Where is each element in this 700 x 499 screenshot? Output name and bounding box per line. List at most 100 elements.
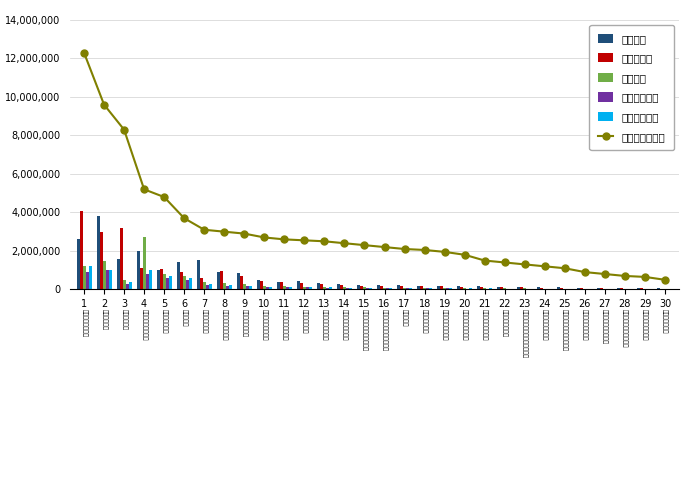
- 브랜드평판지수: [421, 247, 429, 253]
- Bar: [509, 288, 512, 289]
- Text: 대한적십자사: 대한적십자사: [121, 309, 127, 330]
- Bar: [76, 240, 80, 289]
- Bar: [597, 288, 601, 289]
- 브랜드평판지수: [621, 273, 629, 279]
- Bar: [580, 288, 583, 289]
- Bar: [306, 287, 309, 289]
- 브랜드평판지수: [140, 186, 148, 192]
- Bar: [136, 251, 139, 289]
- 브랜드평판지수: [540, 263, 549, 269]
- Bar: [283, 286, 286, 289]
- Bar: [406, 288, 409, 289]
- Bar: [601, 288, 603, 289]
- Bar: [260, 281, 262, 289]
- Bar: [289, 287, 292, 289]
- Bar: [206, 284, 209, 289]
- Text: 오충첨단의료산업진흥재단: 오충첨단의료산업진흥재단: [562, 309, 568, 351]
- Bar: [280, 282, 283, 289]
- Text: 국민연금공단: 국민연금공단: [102, 309, 107, 330]
- Bar: [229, 284, 232, 289]
- 브랜드평판지수: [120, 127, 128, 133]
- Bar: [397, 284, 400, 289]
- Bar: [523, 288, 526, 289]
- Bar: [423, 288, 426, 289]
- 브랜드평판지수: [480, 257, 489, 263]
- Bar: [125, 283, 129, 289]
- Bar: [276, 282, 280, 289]
- Text: 한국노인인력개발원: 한국노인인력개발원: [342, 309, 347, 341]
- 브랜드평판지수: [440, 249, 449, 255]
- Bar: [420, 286, 423, 289]
- Bar: [203, 282, 206, 289]
- Bar: [160, 269, 162, 289]
- Bar: [169, 276, 172, 289]
- Text: 아동권리보장원: 아동권리보장원: [302, 309, 307, 334]
- Text: 한국보건의료연구원: 한국보건의료연구원: [442, 309, 447, 341]
- Bar: [157, 270, 160, 289]
- Bar: [409, 288, 412, 289]
- Bar: [529, 288, 532, 289]
- 브랜드평판지수: [240, 231, 248, 237]
- Bar: [661, 288, 664, 289]
- Text: 국민건강보험공단온산병원: 국민건강보험공단온산병원: [382, 309, 387, 351]
- Text: 한국자활지원개발원: 한국자활지원개발원: [542, 309, 547, 341]
- Text: 한국공중조직은행: 한국공중조직은행: [502, 309, 508, 337]
- Text: 한국의약진흥원: 한국의약진흥원: [422, 309, 428, 334]
- Bar: [517, 286, 520, 289]
- Bar: [88, 266, 92, 289]
- 브랜드평판지수: [80, 50, 88, 56]
- 브랜드평판지수: [601, 271, 609, 277]
- Text: 국민건강보험공단: 국민건강보험공단: [81, 309, 87, 337]
- Bar: [349, 288, 352, 289]
- Bar: [83, 266, 85, 289]
- Bar: [417, 285, 420, 289]
- Bar: [520, 287, 523, 289]
- Text: 국립중앙의료원: 국립중앙의료원: [162, 309, 167, 334]
- Bar: [377, 284, 380, 289]
- Bar: [363, 287, 366, 289]
- 브랜드평판지수: [360, 242, 369, 248]
- Bar: [180, 272, 183, 289]
- Bar: [540, 288, 543, 289]
- Bar: [480, 287, 483, 289]
- Bar: [357, 284, 360, 289]
- Text: 국립암센터: 국립암센터: [181, 309, 187, 327]
- 브랜드평판지수: [500, 259, 509, 265]
- Bar: [343, 287, 346, 289]
- Bar: [617, 288, 620, 289]
- Bar: [262, 285, 266, 289]
- Text: 한국의료분쟁조정중재원: 한국의료분쟁조정중재원: [622, 309, 628, 348]
- 브랜드평판지수: [260, 235, 269, 241]
- Bar: [266, 286, 269, 289]
- Bar: [120, 228, 122, 289]
- 브랜드평판지수: [160, 194, 169, 200]
- Bar: [449, 288, 452, 289]
- Bar: [108, 270, 111, 289]
- Text: 서울요양원: 서울요양원: [402, 309, 407, 327]
- 브랜드평판지수: [180, 215, 188, 221]
- Line: 브랜드평판지수: 브랜드평판지수: [80, 49, 668, 283]
- 브랜드평판지수: [461, 252, 469, 258]
- Bar: [578, 288, 580, 289]
- Bar: [162, 274, 166, 289]
- Bar: [257, 280, 260, 289]
- Bar: [217, 272, 220, 289]
- Bar: [199, 278, 203, 289]
- Bar: [457, 286, 460, 289]
- 브랜드평판지수: [320, 239, 328, 245]
- Bar: [309, 287, 312, 289]
- Bar: [99, 232, 103, 289]
- Bar: [640, 288, 643, 289]
- Bar: [243, 283, 246, 289]
- Bar: [489, 288, 492, 289]
- Bar: [543, 288, 546, 289]
- Bar: [443, 288, 446, 289]
- Bar: [538, 287, 540, 289]
- Bar: [429, 288, 432, 289]
- Bar: [80, 211, 83, 289]
- Bar: [303, 286, 306, 289]
- Bar: [386, 288, 389, 289]
- Bar: [446, 288, 449, 289]
- Text: 한국사회보장정보원: 한국사회보장정보원: [321, 309, 327, 341]
- 브랜드평판지수: [100, 102, 108, 108]
